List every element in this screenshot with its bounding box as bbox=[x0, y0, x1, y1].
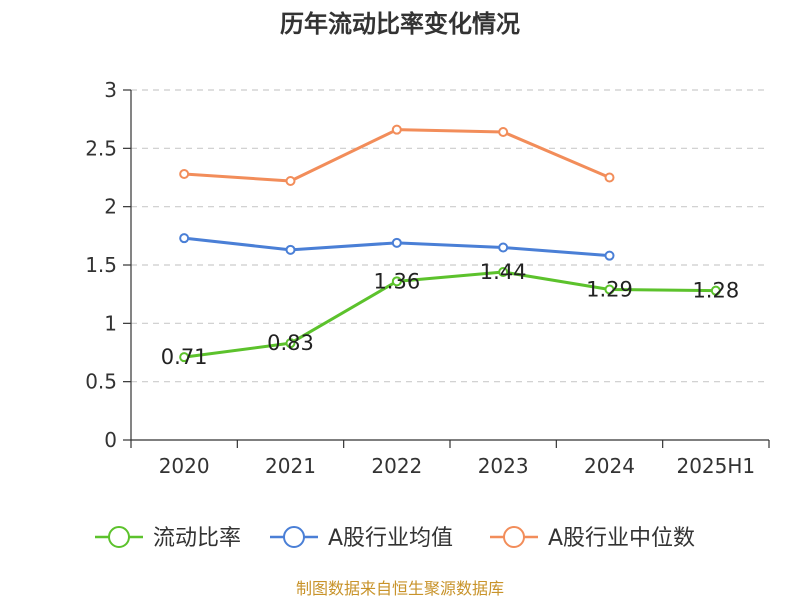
y-tick-label: 0 bbox=[104, 428, 117, 452]
data-point bbox=[498, 242, 509, 253]
data-point bbox=[285, 338, 296, 349]
data-label: 0.83 bbox=[267, 331, 314, 355]
data-point bbox=[710, 285, 721, 296]
y-tick-label: 2 bbox=[104, 195, 117, 219]
source-note: 制图数据来自恒生聚源数据库 bbox=[296, 579, 504, 598]
data-label: 1.36 bbox=[373, 269, 420, 293]
data-point bbox=[179, 233, 190, 244]
y-tick-label: 2.5 bbox=[85, 136, 117, 160]
data-point bbox=[391, 276, 402, 287]
y-tick-label: 0.5 bbox=[85, 370, 117, 394]
x-tick-label: 2022 bbox=[371, 454, 422, 478]
series-group bbox=[179, 124, 721, 363]
data-point bbox=[285, 244, 296, 255]
x-tick-label: 2024 bbox=[584, 454, 635, 478]
data-point bbox=[604, 172, 615, 183]
data-point bbox=[179, 352, 190, 363]
y-tick-label: 3 bbox=[104, 78, 117, 102]
y-tick-label: 1 bbox=[104, 311, 117, 335]
x-tick-label: 2020 bbox=[159, 454, 210, 478]
legend-marker bbox=[503, 526, 525, 548]
grid-lines bbox=[131, 89, 769, 383]
data-label: 1.28 bbox=[692, 279, 739, 303]
axes: 0 0.5 1 1.5 2 2.5 3 2020 2021 2022 2023 2024 2025H1 bbox=[85, 78, 770, 478]
series-line bbox=[183, 270, 716, 359]
x-tick-label: 2023 bbox=[478, 454, 529, 478]
x-tick-label: 2025H1 bbox=[676, 454, 755, 478]
legend-label: A股行业均值 bbox=[328, 526, 453, 551]
data-label: 0.71 bbox=[161, 345, 208, 369]
data-labels: 0.71 0.83 1.36 1.44 1.29 1.28 bbox=[161, 260, 739, 369]
legend-label: 流动比率 bbox=[153, 526, 241, 551]
data-point bbox=[391, 124, 402, 135]
data-label: 1.44 bbox=[480, 260, 527, 284]
legend-marker bbox=[108, 526, 130, 548]
legend-marker bbox=[283, 526, 305, 548]
data-point bbox=[498, 127, 509, 137]
y-tick-label: 1.5 bbox=[85, 253, 117, 277]
x-tick-label: 2021 bbox=[265, 454, 316, 478]
data-point bbox=[498, 267, 509, 277]
legend: 流动比率 A股行业均值 A股行业中位数 bbox=[95, 526, 695, 551]
series-line bbox=[184, 128, 611, 183]
data-point bbox=[604, 250, 615, 261]
data-label: 1.29 bbox=[586, 278, 633, 302]
data-point bbox=[179, 169, 190, 179]
chart-title: 历年流动比率变化情况 bbox=[280, 10, 520, 38]
legend-label: A股行业中位数 bbox=[548, 526, 695, 551]
data-point bbox=[391, 237, 402, 248]
data-point bbox=[604, 284, 615, 295]
data-point bbox=[285, 176, 296, 186]
